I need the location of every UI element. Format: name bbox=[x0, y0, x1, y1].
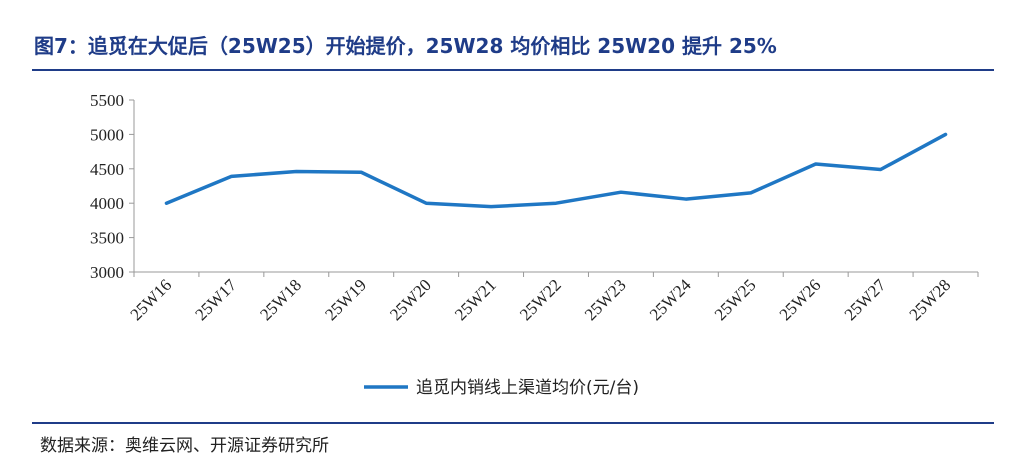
x-tick-label: 25W28 bbox=[906, 275, 955, 324]
source-rule bbox=[32, 422, 994, 424]
title-rule bbox=[32, 69, 994, 71]
y-ticks: 3000 3500 4000 4500 5000 5500 bbox=[90, 91, 134, 282]
x-tick-label: 25W20 bbox=[386, 275, 435, 324]
x-tick-label: 25W19 bbox=[321, 275, 370, 324]
x-tick-label: 25W18 bbox=[256, 275, 305, 324]
y-tick-label: 3000 bbox=[90, 263, 124, 282]
y-tick-label: 4000 bbox=[90, 194, 124, 213]
x-tick-label: 25W23 bbox=[581, 275, 630, 324]
x-tick-label: 25W24 bbox=[646, 275, 695, 324]
x-tick-label: 25W25 bbox=[711, 275, 760, 324]
legend: 追觅内销线上渠道均价(元/台) bbox=[364, 378, 639, 398]
x-tick-label: 25W17 bbox=[191, 275, 240, 324]
x-ticks: 25W16 25W17 25W18 25W19 25W20 25W21 25W22 25W23… bbox=[126, 272, 979, 324]
chart-title: 图7：追觅在大促后（25W25）开始提价，25W28 均价相比 25W20 提升… bbox=[34, 34, 777, 58]
series-line bbox=[164, 132, 948, 209]
x-tick-label: 25W16 bbox=[126, 275, 175, 324]
x-tick-label: 25W27 bbox=[841, 275, 890, 324]
y-tick-label: 5000 bbox=[90, 125, 124, 144]
x-tick-label: 25W21 bbox=[451, 275, 500, 324]
source-note: 数据来源：奥维云网、开源证券研究所 bbox=[40, 436, 329, 456]
y-tick-label: 3500 bbox=[90, 229, 124, 248]
y-tick-label: 5500 bbox=[90, 91, 124, 110]
x-tick-label: 25W26 bbox=[776, 275, 825, 324]
legend-label: 追觅内销线上渠道均价(元/台) bbox=[416, 378, 639, 398]
y-tick-label: 4500 bbox=[90, 160, 124, 179]
x-tick-label: 25W22 bbox=[516, 275, 565, 324]
